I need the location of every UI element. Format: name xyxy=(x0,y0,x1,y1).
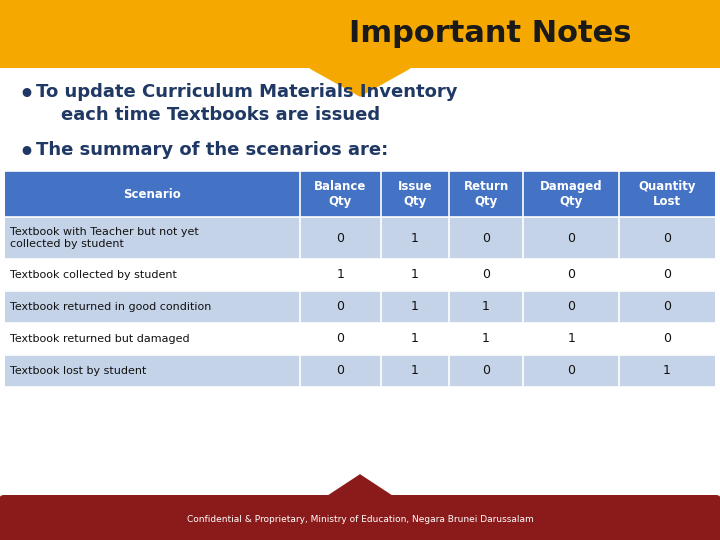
Bar xyxy=(0,0,720,68)
Text: 0: 0 xyxy=(567,232,575,245)
Text: 0: 0 xyxy=(663,333,671,346)
Text: 1: 1 xyxy=(482,300,490,314)
Text: 0: 0 xyxy=(336,364,344,377)
Text: Textbook collected by student: Textbook collected by student xyxy=(10,270,177,280)
Text: 1: 1 xyxy=(411,232,419,245)
Text: To update Curriculum Materials Inventory
    each time Textbooks are issued: To update Curriculum Materials Inventory… xyxy=(36,83,457,124)
Text: Balance
Qty: Balance Qty xyxy=(315,180,366,208)
Text: 1: 1 xyxy=(411,300,419,314)
Polygon shape xyxy=(322,475,398,500)
Text: Textbook returned but damaged: Textbook returned but damaged xyxy=(10,334,189,344)
Text: Confidential & Proprietary, Ministry of Education, Negara Brunei Darussalam: Confidential & Proprietary, Ministry of … xyxy=(186,515,534,523)
Text: 0: 0 xyxy=(663,232,671,245)
Text: 0: 0 xyxy=(336,232,344,245)
Text: Return
Qty: Return Qty xyxy=(464,180,508,208)
Text: 0: 0 xyxy=(482,268,490,281)
Text: •: • xyxy=(18,83,34,107)
Text: 1: 1 xyxy=(567,333,575,346)
Bar xyxy=(5,291,715,323)
Text: 1: 1 xyxy=(663,364,671,377)
Text: 1: 1 xyxy=(336,268,344,281)
Text: 0: 0 xyxy=(336,300,344,314)
Text: Damaged
Qty: Damaged Qty xyxy=(540,180,603,208)
Text: 0: 0 xyxy=(663,268,671,281)
Text: 1: 1 xyxy=(411,333,419,346)
Text: 0: 0 xyxy=(567,300,575,314)
Text: Textbook with Teacher but not yet
collected by student: Textbook with Teacher but not yet collec… xyxy=(10,227,199,249)
Text: 0: 0 xyxy=(567,364,575,377)
Text: Textbook returned in good condition: Textbook returned in good condition xyxy=(10,302,212,312)
Bar xyxy=(5,259,715,291)
Text: 0: 0 xyxy=(567,268,575,281)
Text: 0: 0 xyxy=(482,232,490,245)
Text: Quantity
Lost: Quantity Lost xyxy=(639,180,696,208)
Bar xyxy=(5,355,715,387)
Text: 1: 1 xyxy=(411,268,419,281)
Text: Scenario: Scenario xyxy=(123,187,181,200)
Polygon shape xyxy=(310,68,410,96)
Text: 1: 1 xyxy=(411,364,419,377)
Bar xyxy=(5,323,715,355)
Text: •: • xyxy=(18,141,34,165)
FancyBboxPatch shape xyxy=(0,495,720,540)
Bar xyxy=(5,217,715,259)
Text: 1: 1 xyxy=(482,333,490,346)
Text: 0: 0 xyxy=(663,300,671,314)
Text: 0: 0 xyxy=(482,364,490,377)
Bar xyxy=(5,171,715,217)
Text: Important Notes: Important Notes xyxy=(348,19,631,49)
Text: The summary of the scenarios are:: The summary of the scenarios are: xyxy=(36,141,388,159)
Text: 0: 0 xyxy=(336,333,344,346)
Text: Issue
Qty: Issue Qty xyxy=(397,180,432,208)
Text: Textbook lost by student: Textbook lost by student xyxy=(10,366,146,376)
